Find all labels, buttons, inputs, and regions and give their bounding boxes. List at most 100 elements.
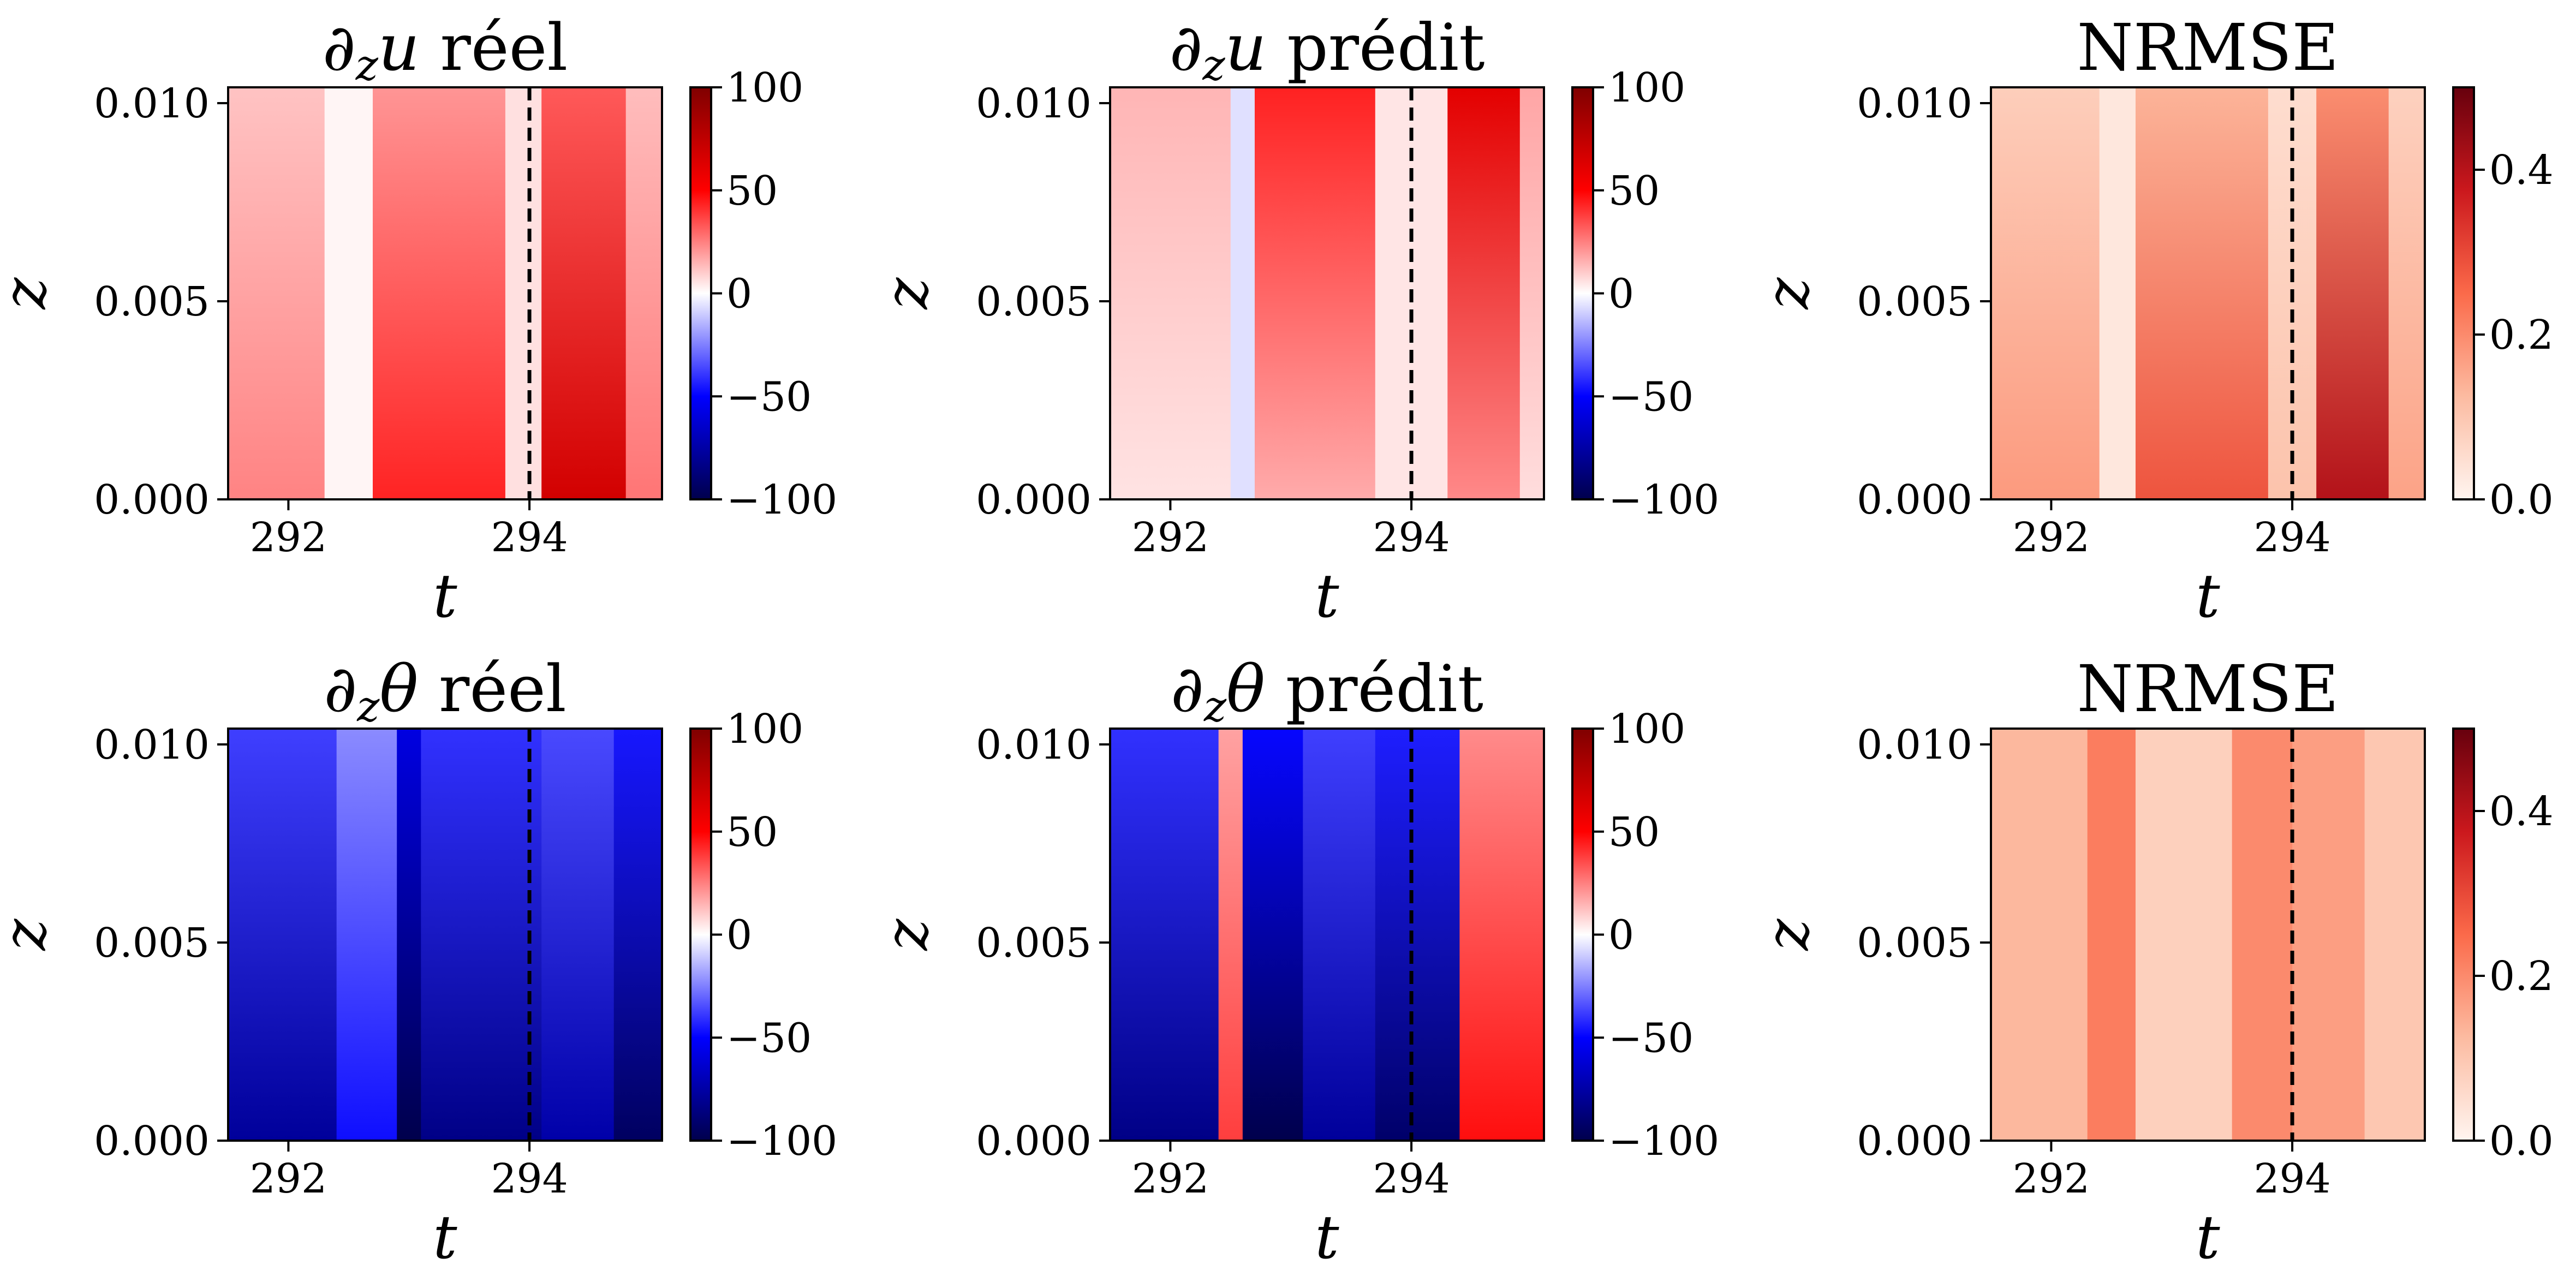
colorbar-tick-label: −50 xyxy=(1608,1015,1694,1062)
colorbar: 100 50 0 −50 −100 xyxy=(1571,706,1719,1165)
colorbar-tick-label: 50 xyxy=(1608,168,1660,214)
heatmap-band xyxy=(228,87,325,499)
colorbar-tick-label: −50 xyxy=(1608,373,1694,420)
colorbar: 0.4 0.2 0.0 xyxy=(2452,86,2554,523)
x-tick-label: 294 xyxy=(2253,1155,2330,1202)
heatmap-band xyxy=(421,729,542,1141)
x-axis-label: t xyxy=(2196,561,2220,631)
colorbar-gradient xyxy=(689,728,712,1142)
heatmap-band xyxy=(613,729,662,1141)
colorbar-tick-label: 0.4 xyxy=(2489,147,2554,194)
y-tick-label: 0.010 xyxy=(976,80,1092,127)
y-axis-label: z xyxy=(872,277,941,310)
heatmap-band xyxy=(2364,729,2425,1141)
colorbar: 0.4 0.2 0.0 xyxy=(2452,728,2554,1165)
heatmap-band xyxy=(1110,87,1231,499)
plot-frame xyxy=(1109,86,1545,500)
chart-title: NRMSE xyxy=(2077,10,2339,85)
panel-dztheta-real: 292 294 0.000 0.005 0.010 t z ∂zθ réel 100 50 0 −50… xyxy=(0,651,837,1272)
heatmap-band xyxy=(1218,729,1243,1141)
colorbar-tick-label: −100 xyxy=(1608,476,1719,523)
colorbar: 100 50 0 −50 −100 xyxy=(689,64,837,523)
x-axis-label: t xyxy=(1315,561,1339,631)
heatmap-cells xyxy=(1110,87,1544,499)
y-tick-label: 0.005 xyxy=(94,920,210,967)
heatmap-band xyxy=(2099,87,2136,499)
heatmap-band xyxy=(397,729,421,1141)
heatmap-band xyxy=(2388,87,2425,499)
x-tick-label: 292 xyxy=(1132,1155,1209,1202)
heatmap-band xyxy=(625,87,662,499)
x-axis-label: t xyxy=(1315,1202,1339,1272)
heatmap-cells xyxy=(1110,729,1544,1141)
colorbar-tick-label: −100 xyxy=(1608,1118,1719,1165)
colorbar-tick-label: 50 xyxy=(726,168,778,214)
y-tick-label: 0.000 xyxy=(1857,1118,1972,1165)
heatmap-cells xyxy=(228,729,662,1141)
plot-frame xyxy=(1990,728,2426,1142)
y-axis-label: z xyxy=(0,918,59,951)
chart-title: NRMSE xyxy=(2077,651,2339,726)
y-tick-label: 0.005 xyxy=(976,278,1092,325)
heatmap-band xyxy=(1459,729,1544,1141)
colorbar-tick-label: 0.2 xyxy=(2489,953,2554,1000)
panel-dzu-real: 292 294 0.000 0.005 0.010 t z ∂zu réel 100 50 0 −50… xyxy=(0,10,837,631)
colorbar-tick-label: −100 xyxy=(726,476,837,523)
y-tick-label: 0.010 xyxy=(1857,80,1972,127)
plot-frame xyxy=(1990,86,2426,500)
y-tick-label: 0.000 xyxy=(1857,476,1972,523)
plot-frame xyxy=(227,86,663,500)
x-tick-label: 292 xyxy=(1132,514,1209,561)
heatmap-band xyxy=(1991,87,2100,499)
heatmap-cells xyxy=(228,87,662,499)
y-tick-label: 0.000 xyxy=(976,476,1092,523)
colorbar-tick-label: −50 xyxy=(726,1015,812,1062)
y-tick-label: 0.010 xyxy=(976,721,1092,768)
x-tick-label: 292 xyxy=(250,514,327,561)
y-tick-label: 0.005 xyxy=(976,920,1092,967)
colorbar-tick-label: −100 xyxy=(726,1118,837,1165)
heatmap-band xyxy=(336,729,397,1141)
y-tick-label: 0.010 xyxy=(94,721,210,768)
heatmap-band xyxy=(324,87,373,499)
chart-title: ∂zθ prédit xyxy=(1171,651,1483,731)
x-tick-label: 292 xyxy=(2013,514,2090,561)
y-tick-label: 0.005 xyxy=(94,278,210,325)
x-tick-label: 294 xyxy=(491,1155,568,1202)
heatmap-cells xyxy=(1991,729,2425,1141)
heatmap-band xyxy=(1230,87,1255,499)
heatmap-band xyxy=(1110,729,1219,1141)
heatmap-band xyxy=(505,87,542,499)
heatmap-band xyxy=(373,87,506,499)
colorbar-tick-label: 100 xyxy=(726,706,803,753)
colorbar-gradient xyxy=(1571,86,1594,500)
x-tick-label: 292 xyxy=(2013,1155,2090,1202)
colorbar: 100 50 0 −50 −100 xyxy=(1571,64,1719,523)
plot-frame xyxy=(227,728,663,1142)
heatmap-band xyxy=(541,729,615,1141)
y-tick-label: 0.005 xyxy=(1857,278,1972,325)
x-axis-label: t xyxy=(433,1202,457,1272)
heatmap-band xyxy=(1255,87,1376,499)
chart-title: ∂zu réel xyxy=(323,10,568,90)
colorbar-tick-label: 0.4 xyxy=(2489,788,2554,835)
heatmap-band xyxy=(1303,729,1376,1141)
heatmap-band xyxy=(2136,87,2269,499)
colorbar-tick-label: 0 xyxy=(1608,271,1634,318)
colorbar-tick-label: 0.2 xyxy=(2489,312,2554,359)
heatmap-band xyxy=(2292,729,2365,1141)
colorbar-tick-label: −50 xyxy=(726,373,812,420)
panel-dzu-pred: 292 294 0.000 0.005 0.010 t z ∂zu prédit 100 50 0 −… xyxy=(872,10,1719,631)
colorbar-tick-label: 0.0 xyxy=(2489,1118,2554,1165)
x-tick-label: 294 xyxy=(1373,514,1450,561)
heatmap-band xyxy=(1991,729,2088,1141)
y-tick-label: 0.000 xyxy=(94,476,210,523)
y-tick-label: 0.010 xyxy=(94,80,210,127)
heatmap-band xyxy=(2136,729,2233,1141)
heatmap-band xyxy=(2087,729,2136,1141)
y-tick-label: 0.010 xyxy=(1857,721,1972,768)
colorbar-tick-label: 100 xyxy=(1608,64,1685,111)
colorbar-gradient xyxy=(689,86,712,500)
colorbar-tick-label: 100 xyxy=(1608,706,1685,753)
